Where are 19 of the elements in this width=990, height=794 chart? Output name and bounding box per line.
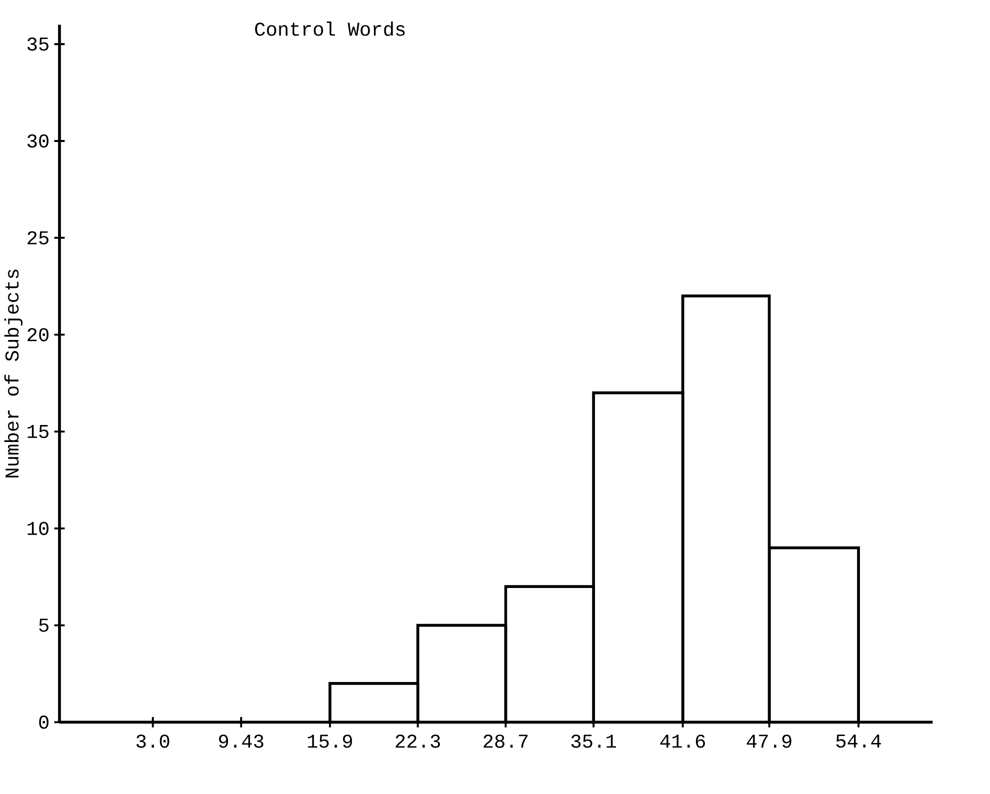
x-tick-label: 3.0	[136, 734, 170, 748]
y-tick-label: 20	[28, 328, 48, 342]
x-tick-label: 9.43	[219, 734, 264, 748]
x-tick-label: 15.9	[308, 734, 352, 748]
y-tick-label: 35	[27, 37, 48, 51]
y-tick-label: 5	[39, 618, 48, 632]
x-tick-label: 35.1	[571, 734, 616, 748]
chart-title: Control Words	[255, 21, 405, 36]
y-tick-label: 10	[28, 522, 48, 535]
y-axis-title: Number of Subjects	[4, 269, 23, 478]
y-tick-label: 15	[28, 424, 48, 438]
x-tick-label: 41.6	[660, 734, 705, 748]
y-tick-label: 25	[28, 231, 48, 244]
y-tick-label: 0	[39, 715, 48, 729]
x-tick-label: 22.3	[396, 734, 440, 748]
x-tick-label: 47.9	[746, 734, 792, 748]
x-tick-label: 28.7	[484, 734, 528, 748]
x-tick-label: 54.4	[836, 734, 881, 748]
y-tick-label: 30	[27, 134, 48, 148]
